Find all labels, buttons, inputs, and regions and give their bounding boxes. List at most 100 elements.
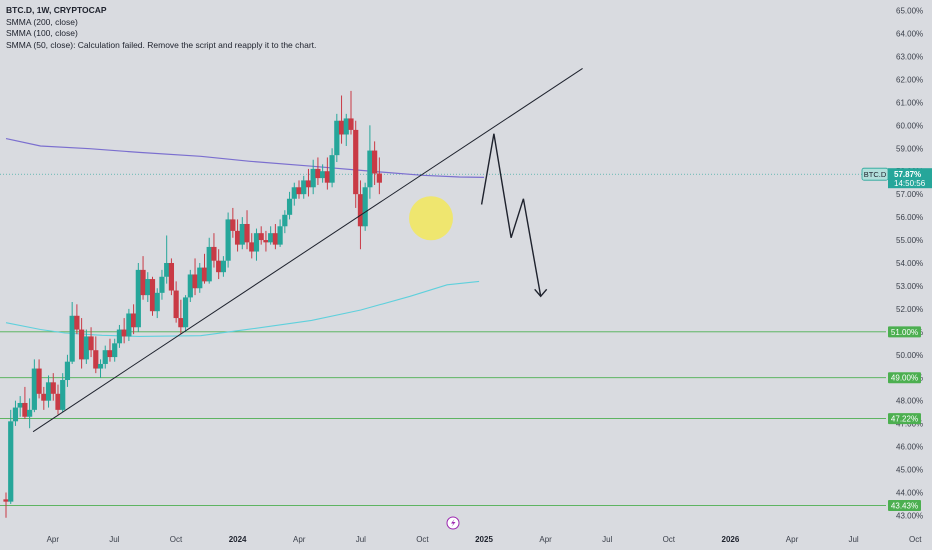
level-price-label: 49.00% (891, 374, 918, 383)
candle-up[interactable] (320, 171, 326, 179)
candle-down[interactable] (324, 171, 330, 183)
candle-down[interactable] (149, 279, 156, 312)
candle-up[interactable] (8, 421, 14, 502)
candle-up[interactable] (343, 118, 349, 135)
candle-up[interactable] (154, 292, 160, 312)
candle-up[interactable] (206, 246, 212, 282)
candle-up[interactable] (197, 267, 203, 289)
price-tag-value: 57.87% (894, 170, 921, 179)
candle-down[interactable] (107, 350, 113, 358)
candle-down[interactable] (376, 173, 382, 183)
candle-down[interactable] (55, 393, 61, 410)
legend-smma-100[interactable]: SMMA (100, close) (6, 28, 78, 38)
smma-200-line[interactable] (5, 138, 485, 178)
candle-down[interactable] (22, 402, 28, 417)
candle-up[interactable] (329, 155, 335, 183)
candle-up[interactable] (45, 382, 52, 401)
x-tick-label: Apr (539, 535, 552, 544)
candle-down[interactable] (357, 194, 364, 227)
chart-legend: BTC.D, 1W, CRYPTOCAP SMMA (200, close) S… (6, 5, 316, 51)
candle-down[interactable] (74, 315, 80, 330)
candle-down[interactable] (131, 313, 137, 328)
candle-up[interactable] (135, 269, 141, 328)
x-tick-label: Jul (848, 535, 858, 544)
candle-up[interactable] (83, 336, 89, 360)
candle-up[interactable] (112, 343, 118, 358)
candle-down[interactable] (121, 329, 127, 337)
candle-up[interactable] (220, 260, 226, 273)
candle-down[interactable] (372, 150, 378, 174)
candle-down[interactable] (272, 233, 278, 245)
y-tick-label: 43.00% (896, 511, 923, 520)
candle-up[interactable] (225, 219, 231, 261)
candle-down[interactable] (305, 180, 312, 188)
candle-down[interactable] (348, 118, 354, 130)
candle-down[interactable] (201, 267, 208, 282)
candle-up[interactable] (164, 263, 170, 277)
y-tick-label: 55.00% (896, 236, 923, 245)
candle-up[interactable] (31, 368, 37, 410)
candle-up[interactable] (159, 276, 165, 293)
candle-up[interactable] (27, 409, 33, 417)
candle-down[interactable] (296, 187, 302, 195)
candle-up[interactable] (310, 168, 316, 188)
candle-down[interactable] (338, 120, 345, 135)
candle-down[interactable] (315, 168, 321, 179)
candle-up[interactable] (367, 150, 373, 188)
candle-up[interactable] (12, 407, 19, 422)
legend-symbol[interactable]: BTC.D, 1W, CRYPTOCAP (6, 5, 107, 15)
candle-down[interactable] (211, 246, 217, 261)
level-price-tag (888, 500, 921, 512)
candle-down[interactable] (230, 219, 236, 231)
candle-down[interactable] (263, 240, 269, 243)
candle-up[interactable] (286, 198, 293, 215)
candle-up[interactable] (282, 214, 288, 227)
y-tick-label: 62.00% (896, 75, 923, 84)
candle-down[interactable] (168, 263, 175, 291)
candle-up[interactable] (116, 329, 123, 344)
smma-100-line[interactable] (5, 280, 480, 337)
candle-down[interactable] (88, 336, 94, 351)
candle-up[interactable] (102, 350, 108, 364)
legend-smma-200[interactable]: SMMA (200, close) (6, 16, 78, 27)
candle-up[interactable] (97, 363, 104, 369)
candle-up[interactable] (362, 187, 368, 227)
candle-up[interactable] (268, 233, 274, 243)
candle-down[interactable] (353, 129, 359, 195)
trendline[interactable] (32, 67, 583, 433)
candle-up[interactable] (182, 297, 189, 328)
candle-up[interactable] (253, 233, 260, 252)
candle-up[interactable] (239, 223, 245, 245)
candle-up[interactable] (69, 315, 75, 362)
candle-down[interactable] (36, 368, 42, 394)
candle-up[interactable] (187, 274, 193, 298)
x-tick-label: Oct (416, 535, 429, 544)
candle-down[interactable] (93, 350, 99, 369)
candle-up[interactable] (301, 180, 307, 195)
candle-down[interactable] (234, 230, 241, 245)
candle-up[interactable] (334, 120, 340, 156)
candle-down[interactable] (178, 318, 184, 328)
candle-up[interactable] (277, 226, 283, 245)
candle-down[interactable] (258, 233, 264, 241)
candle-up[interactable] (145, 279, 151, 296)
projection-path[interactable] (480, 133, 542, 297)
candle-up[interactable] (291, 187, 297, 199)
candle-down[interactable] (192, 274, 198, 289)
candle-up[interactable] (17, 402, 23, 408)
candle-up[interactable] (126, 313, 132, 337)
candle-down[interactable] (140, 269, 146, 296)
candle-down[interactable] (249, 242, 255, 252)
candle-down[interactable] (41, 393, 47, 401)
candle-down[interactable] (173, 290, 179, 319)
candle-down[interactable] (79, 329, 85, 360)
candle-down[interactable] (3, 499, 9, 502)
candle-down[interactable] (50, 382, 56, 394)
highlight-circle[interactable] (409, 196, 453, 241)
candle-down[interactable] (244, 223, 250, 243)
candle-up[interactable] (64, 361, 71, 381)
candle-up[interactable] (60, 380, 66, 410)
candle-down[interactable] (216, 260, 222, 273)
legend-smma-50[interactable]: SMMA (50, close): Calculation failed. Re… (6, 39, 317, 50)
